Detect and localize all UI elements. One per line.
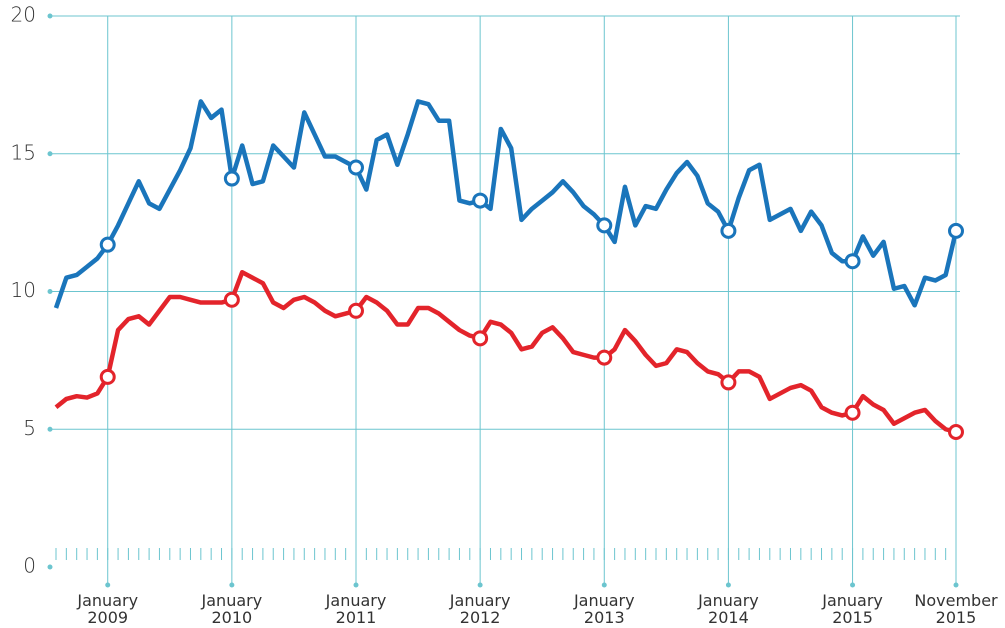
x-tick-label: January 2009 (77, 591, 139, 627)
x-tick-label: January 2014 (698, 591, 759, 627)
tick-dot (105, 582, 111, 588)
x-tick-label: November 2015 (914, 591, 998, 627)
marker (720, 222, 737, 239)
x-tick-label: January 2013 (573, 591, 635, 627)
tick-dot (47, 564, 53, 570)
x-tick-label: January 2010 (201, 591, 263, 627)
y-tick-label: 0 (23, 554, 36, 578)
tick-dot (477, 582, 483, 588)
x-tick-label: January 2012 (449, 591, 511, 627)
y-tick-label: 20 (11, 3, 36, 27)
tick-dot (47, 426, 53, 432)
marker (223, 170, 240, 187)
marker (472, 192, 489, 209)
marker (720, 374, 737, 391)
tick-dot (47, 13, 53, 19)
x-tick-label: January 2015 (822, 591, 883, 627)
marker (99, 368, 116, 385)
y-tick-label: 5 (23, 416, 36, 440)
marker (223, 291, 240, 308)
tick-dot (725, 582, 731, 588)
line (54, 269, 957, 435)
marker (844, 404, 861, 421)
marker (348, 159, 364, 176)
x-tick-label: January 2011 (325, 591, 387, 627)
marker (596, 217, 613, 234)
tick-dot (953, 582, 959, 588)
tick-dot (601, 582, 607, 588)
line (53, 99, 959, 309)
tick-dot (47, 289, 53, 294)
marker (948, 424, 964, 441)
marker (99, 236, 116, 253)
y-tick-label: 15 (11, 140, 36, 164)
tick-dot (353, 582, 359, 588)
marker (948, 222, 964, 239)
marker (348, 302, 364, 319)
tick-dot (850, 582, 856, 588)
tick-dot (229, 582, 235, 588)
marker (844, 253, 861, 270)
tick-dot (47, 151, 53, 157)
marker (596, 349, 613, 366)
marker (472, 330, 489, 347)
y-tick-label: 10 (11, 278, 36, 302)
